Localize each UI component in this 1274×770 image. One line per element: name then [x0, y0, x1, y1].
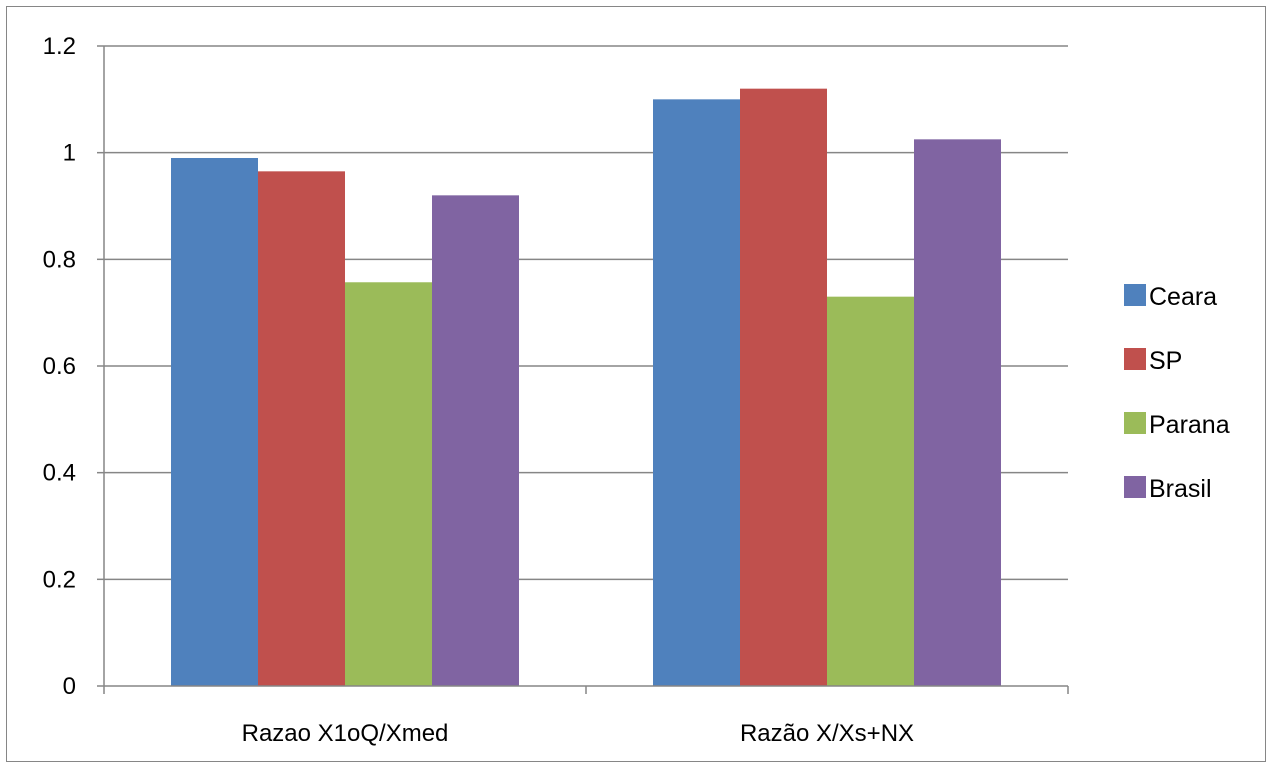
bar-ceara-2	[653, 99, 740, 687]
legend-swatch-parana	[1124, 412, 1146, 434]
bar-brasil-2	[914, 139, 1001, 687]
y-tick-labels: 0 0.2 0.4 0.6 0.8 1 1.2	[43, 33, 76, 700]
x-tick-labels: Razao X1oQ/Xmed Razão X/Xs+NX	[242, 720, 914, 747]
x-tick-label: Razão X/Xs+NX	[740, 720, 914, 747]
y-tick-label: 0.2	[43, 566, 76, 593]
y-tick-label: 1	[63, 140, 76, 167]
x-tick-label: Razao X1oQ/Xmed	[242, 720, 449, 747]
bar-sp-2	[740, 88, 827, 686]
legend-label-brasil: Brasil	[1149, 475, 1212, 503]
legend: Ceara SP Parana Brasil	[1124, 283, 1230, 503]
y-tick-label: 0.4	[43, 460, 76, 487]
y-tick-label: 0	[63, 673, 76, 700]
legend-label-sp: SP	[1149, 347, 1182, 375]
legend-label-ceara: Ceara	[1149, 283, 1217, 311]
y-tick-label: 1.2	[43, 33, 76, 60]
bar-brasil-1	[432, 195, 519, 687]
y-tick-label: 0.8	[43, 246, 76, 273]
y-tick-label: 0.6	[43, 353, 76, 380]
legend-label-parana: Parana	[1149, 411, 1230, 439]
bar-sp-1	[258, 171, 345, 687]
legend-swatch-brasil	[1124, 476, 1146, 498]
bar-parana-1	[345, 282, 432, 686]
bar-parana-2	[827, 296, 914, 686]
legend-swatch-ceara	[1124, 284, 1146, 306]
bar-ceara-1	[171, 158, 258, 686]
bars	[171, 88, 1001, 687]
legend-swatch-sp	[1124, 348, 1146, 370]
axes	[97, 45, 1069, 694]
